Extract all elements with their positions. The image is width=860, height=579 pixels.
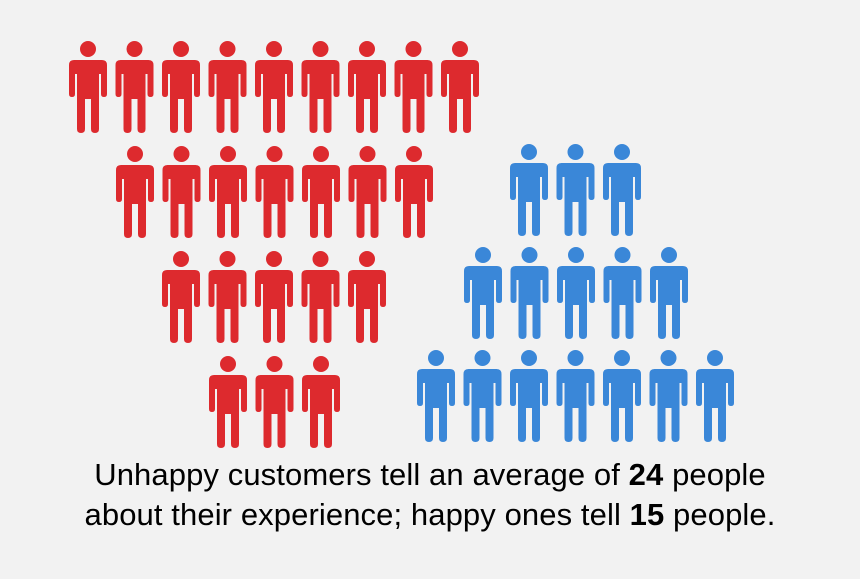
happy-person-icon (557, 247, 595, 339)
unhappy-person-icon (348, 146, 387, 238)
happy-person-icon (510, 350, 548, 442)
unhappy-person-icon (302, 356, 340, 448)
happy-customers-group (417, 144, 734, 442)
unhappy-person-icon (69, 41, 107, 133)
happy-person-icon (556, 144, 595, 236)
caption-line2-prefix: about their experience; happy ones tell (84, 497, 630, 532)
people-pictogram (69, 41, 734, 448)
unhappy-person-icon (162, 251, 200, 343)
happy-person-icon (510, 144, 548, 236)
unhappy-person-icon (302, 146, 340, 238)
unhappy-person-icon (394, 41, 433, 133)
unhappy-person-icon (255, 41, 293, 133)
happy-person-icon (603, 144, 641, 236)
caption-line2-suffix: people. (664, 497, 776, 532)
happy-person-icon (603, 350, 641, 442)
happy-person-icon (650, 247, 688, 339)
unhappy-person-icon (208, 41, 247, 133)
happy-person-icon (603, 247, 642, 339)
unhappy-person-icon (255, 251, 293, 343)
unhappy-person-icon (301, 251, 340, 343)
happy-person-icon (696, 350, 734, 442)
happy-person-icon (464, 247, 502, 339)
unhappy-person-icon (162, 146, 201, 238)
unhappy-person-icon (441, 41, 479, 133)
caption-line-2: about their experience; happy ones tell … (0, 495, 860, 535)
unhappy-person-icon (348, 251, 386, 343)
unhappy-person-icon (209, 146, 247, 238)
unhappy-person-icon (255, 146, 294, 238)
happy-person-icon (417, 350, 455, 442)
unhappy-person-icon (116, 146, 154, 238)
unhappy-person-icon (301, 41, 340, 133)
happy-person-icon (556, 350, 595, 442)
unhappy-person-icon (255, 356, 294, 448)
happy-person-icon (463, 350, 502, 442)
caption-line1-prefix: Unhappy customers tell an average of (94, 457, 629, 492)
unhappy-person-icon (395, 146, 433, 238)
unhappy-person-icon (348, 41, 386, 133)
happy-person-icon (510, 247, 549, 339)
unhappy-person-icon (208, 251, 247, 343)
unhappy-person-icon (115, 41, 154, 133)
unhappy-person-icon (209, 356, 247, 448)
caption-line1-suffix: people (663, 457, 766, 492)
caption-line-1: Unhappy customers tell an average of 24 … (0, 455, 860, 495)
caption: Unhappy customers tell an average of 24 … (0, 455, 860, 535)
happy-person-icon (649, 350, 688, 442)
unhappy-person-icon (162, 41, 200, 133)
happy-count: 15 (629, 497, 665, 532)
unhappy-count: 24 (628, 457, 664, 492)
